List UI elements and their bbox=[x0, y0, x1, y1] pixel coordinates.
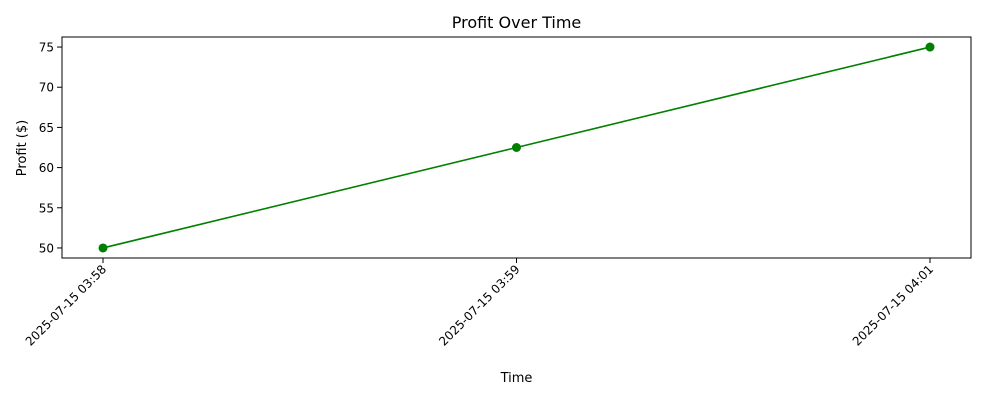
data-point bbox=[925, 42, 935, 52]
y-tick-label: 50 bbox=[39, 241, 54, 255]
y-tick-label: 70 bbox=[39, 81, 54, 95]
y-tick-label: 55 bbox=[39, 201, 54, 215]
data-point bbox=[98, 243, 108, 253]
data-point bbox=[512, 143, 521, 152]
y-tick-label: 60 bbox=[39, 161, 54, 175]
y-tick-label: 75 bbox=[39, 41, 54, 55]
y-axis-label: Profit ($) bbox=[15, 120, 30, 176]
chart-title: Profit Over Time bbox=[452, 13, 582, 32]
x-axis-label: Time bbox=[500, 371, 533, 386]
y-tick-label: 65 bbox=[39, 121, 54, 135]
